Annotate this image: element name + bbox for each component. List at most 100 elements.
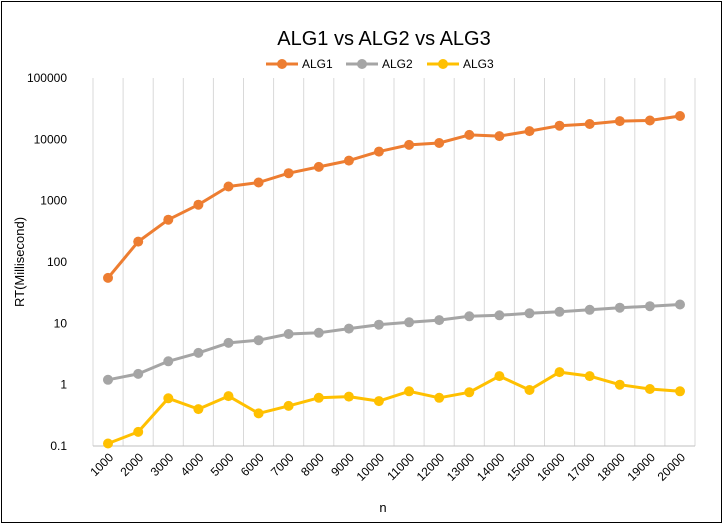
x-tick-label: 8000 <box>298 450 327 479</box>
y-axis-label: RT(Millisecond) <box>12 217 27 307</box>
data-point-alg3 <box>614 379 625 390</box>
y-tick-label: 0.1 <box>50 439 67 453</box>
x-tick-label: 18000 <box>594 450 628 484</box>
legend-swatch-marker <box>438 59 448 69</box>
data-point-alg1 <box>163 214 174 225</box>
chart-title: ALG1 vs ALG2 vs ALG3 <box>277 28 490 50</box>
data-point-alg3 <box>193 404 204 415</box>
data-point-alg1 <box>464 129 475 140</box>
data-point-alg1 <box>434 138 445 148</box>
data-point-alg3 <box>133 426 144 437</box>
legend-label: ALG3 <box>463 57 494 71</box>
data-point-alg3 <box>434 392 445 403</box>
data-point-alg3 <box>103 438 113 449</box>
data-point-alg3 <box>524 385 535 395</box>
data-point-alg3 <box>464 387 475 398</box>
x-tick-label: 14000 <box>474 450 508 484</box>
x-tick-label: 2000 <box>117 450 146 479</box>
x-axis-ticks: 1000 2000 3000 4000 5000 6000 7000 8000 90001000… <box>87 450 688 484</box>
data-point-alg1 <box>223 181 234 192</box>
data-point-alg2 <box>464 311 475 322</box>
data-point-alg2 <box>163 356 174 367</box>
data-point-alg1 <box>494 131 505 142</box>
x-tick-label: 16000 <box>534 450 568 484</box>
data-point-alg1 <box>193 199 204 210</box>
x-tick-label: 6000 <box>238 450 267 479</box>
x-tick-label: 12000 <box>414 450 448 484</box>
data-point-alg2 <box>644 301 655 312</box>
legend-item-alg2: ALG2 <box>346 57 413 71</box>
data-point-alg3 <box>644 384 655 394</box>
series-line-alg3 <box>107 370 681 445</box>
data-point-alg2 <box>103 374 113 385</box>
legend: ALG1 ALG2 ALG3 <box>266 57 494 71</box>
y-tick-label: 10 <box>54 316 68 330</box>
data-point-alg1 <box>554 120 565 131</box>
x-tick-label: 19000 <box>624 450 658 484</box>
data-point-alg3 <box>223 391 234 402</box>
data-point-alg1 <box>313 161 324 172</box>
data-point-alg1 <box>675 111 685 121</box>
data-point-alg2 <box>675 299 685 310</box>
x-tick-label: 20000 <box>655 450 689 484</box>
data-point-alg2 <box>283 329 294 339</box>
data-point-alg1 <box>253 177 264 188</box>
legend-swatch-marker <box>357 59 367 69</box>
data-point-alg2 <box>404 317 415 328</box>
data-point-alg3 <box>253 408 264 419</box>
data-point-alg2 <box>133 368 144 379</box>
data-point-alg3 <box>404 386 415 397</box>
data-point-alg2 <box>434 315 445 326</box>
data-point-alg3 <box>373 396 384 407</box>
y-tick-label: 100 <box>47 255 67 269</box>
data-point-alg3 <box>283 400 294 411</box>
series-alg3 <box>103 367 685 449</box>
series-alg1 <box>103 111 685 283</box>
y-tick-label: 1 <box>60 378 67 392</box>
x-tick-label: 9000 <box>328 450 357 479</box>
x-tick-label: 4000 <box>178 450 207 479</box>
series-layer <box>103 111 685 449</box>
data-point-alg1 <box>133 236 144 247</box>
data-point-alg2 <box>373 319 384 330</box>
data-point-alg1 <box>524 126 535 137</box>
data-point-alg3 <box>675 386 685 397</box>
x-tick-label: 17000 <box>564 450 598 484</box>
data-point-alg2 <box>193 347 204 358</box>
data-point-alg3 <box>343 391 354 402</box>
data-point-alg3 <box>554 367 565 378</box>
series-line-alg1 <box>106 114 681 279</box>
data-point-alg2 <box>494 310 505 321</box>
data-point-alg3 <box>584 371 595 382</box>
data-point-alg1 <box>283 168 294 179</box>
x-tick-label: 5000 <box>208 450 237 479</box>
grid-lines <box>92 78 696 447</box>
legend-label: ALG2 <box>382 57 413 71</box>
data-point-alg2 <box>614 302 625 313</box>
legend-swatch-marker <box>277 59 287 69</box>
data-point-alg1 <box>343 155 354 166</box>
series-line-alg2 <box>107 303 681 382</box>
data-point-alg2 <box>253 335 264 346</box>
legend-item-alg1: ALG1 <box>266 57 333 71</box>
data-point-alg2 <box>343 323 354 334</box>
data-point-alg2 <box>223 337 234 348</box>
data-point-alg3 <box>494 371 505 382</box>
x-tick-label: 15000 <box>504 450 538 484</box>
x-tick-label: 3000 <box>148 450 177 479</box>
x-tick-label: 13000 <box>444 450 478 484</box>
x-axis-label: n <box>379 500 386 515</box>
data-point-alg3 <box>163 393 174 404</box>
x-tick-label: 11000 <box>384 450 417 483</box>
legend-item-alg3: ALG3 <box>427 57 494 71</box>
data-point-alg3 <box>313 392 324 403</box>
data-point-alg1 <box>373 146 384 157</box>
legend-label: ALG1 <box>302 57 333 71</box>
data-point-alg1 <box>103 272 113 283</box>
y-tick-label: 10000 <box>34 132 68 146</box>
y-tick-label: 1000 <box>40 194 67 208</box>
x-tick-label: 1000 <box>87 450 116 479</box>
data-point-alg1 <box>614 116 625 127</box>
